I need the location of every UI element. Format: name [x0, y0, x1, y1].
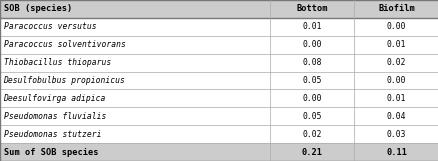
Text: 0.00: 0.00: [386, 22, 406, 31]
Text: 0.05: 0.05: [302, 112, 321, 121]
Text: Paracoccus versutus: Paracoccus versutus: [4, 22, 96, 31]
Bar: [0, 107, 438, 125]
Text: 0.02: 0.02: [386, 58, 406, 67]
Bar: [0, 143, 438, 161]
Text: 0.01: 0.01: [302, 22, 321, 31]
Text: 0.11: 0.11: [385, 147, 406, 156]
Bar: [0, 54, 438, 71]
Text: 0.01: 0.01: [386, 94, 406, 103]
Text: Desulfobulbus propionicus: Desulfobulbus propionicus: [4, 76, 125, 85]
Text: Thiobacillus thioparus: Thiobacillus thioparus: [4, 58, 110, 67]
Text: 0.00: 0.00: [302, 94, 321, 103]
Text: Pseudomonas stutzeri: Pseudomonas stutzeri: [4, 130, 101, 139]
Text: 0.00: 0.00: [386, 76, 406, 85]
Bar: [0, 71, 438, 90]
Text: Bottom: Bottom: [296, 5, 327, 14]
Bar: [0, 90, 438, 107]
Text: 0.00: 0.00: [302, 40, 321, 49]
Bar: [0, 36, 438, 54]
Text: SOB (species): SOB (species): [4, 5, 71, 14]
Bar: [0, 18, 438, 36]
Text: 0.05: 0.05: [302, 76, 321, 85]
Text: Biofilm: Biofilm: [378, 5, 414, 14]
Text: Paracoccus solventivorans: Paracoccus solventivorans: [4, 40, 125, 49]
Text: 0.21: 0.21: [301, 147, 322, 156]
Text: 0.08: 0.08: [302, 58, 321, 67]
Text: 0.04: 0.04: [386, 112, 406, 121]
Bar: [0, 0, 438, 18]
Text: Sum of SOB species: Sum of SOB species: [4, 147, 98, 156]
Text: 0.03: 0.03: [386, 130, 406, 139]
Text: Pseudomonas fluvialis: Pseudomonas fluvialis: [4, 112, 106, 121]
Bar: [0, 125, 438, 143]
Text: 0.02: 0.02: [302, 130, 321, 139]
Text: Deesulfovirga adipica: Deesulfovirga adipica: [4, 94, 106, 103]
Text: 0.01: 0.01: [386, 40, 406, 49]
